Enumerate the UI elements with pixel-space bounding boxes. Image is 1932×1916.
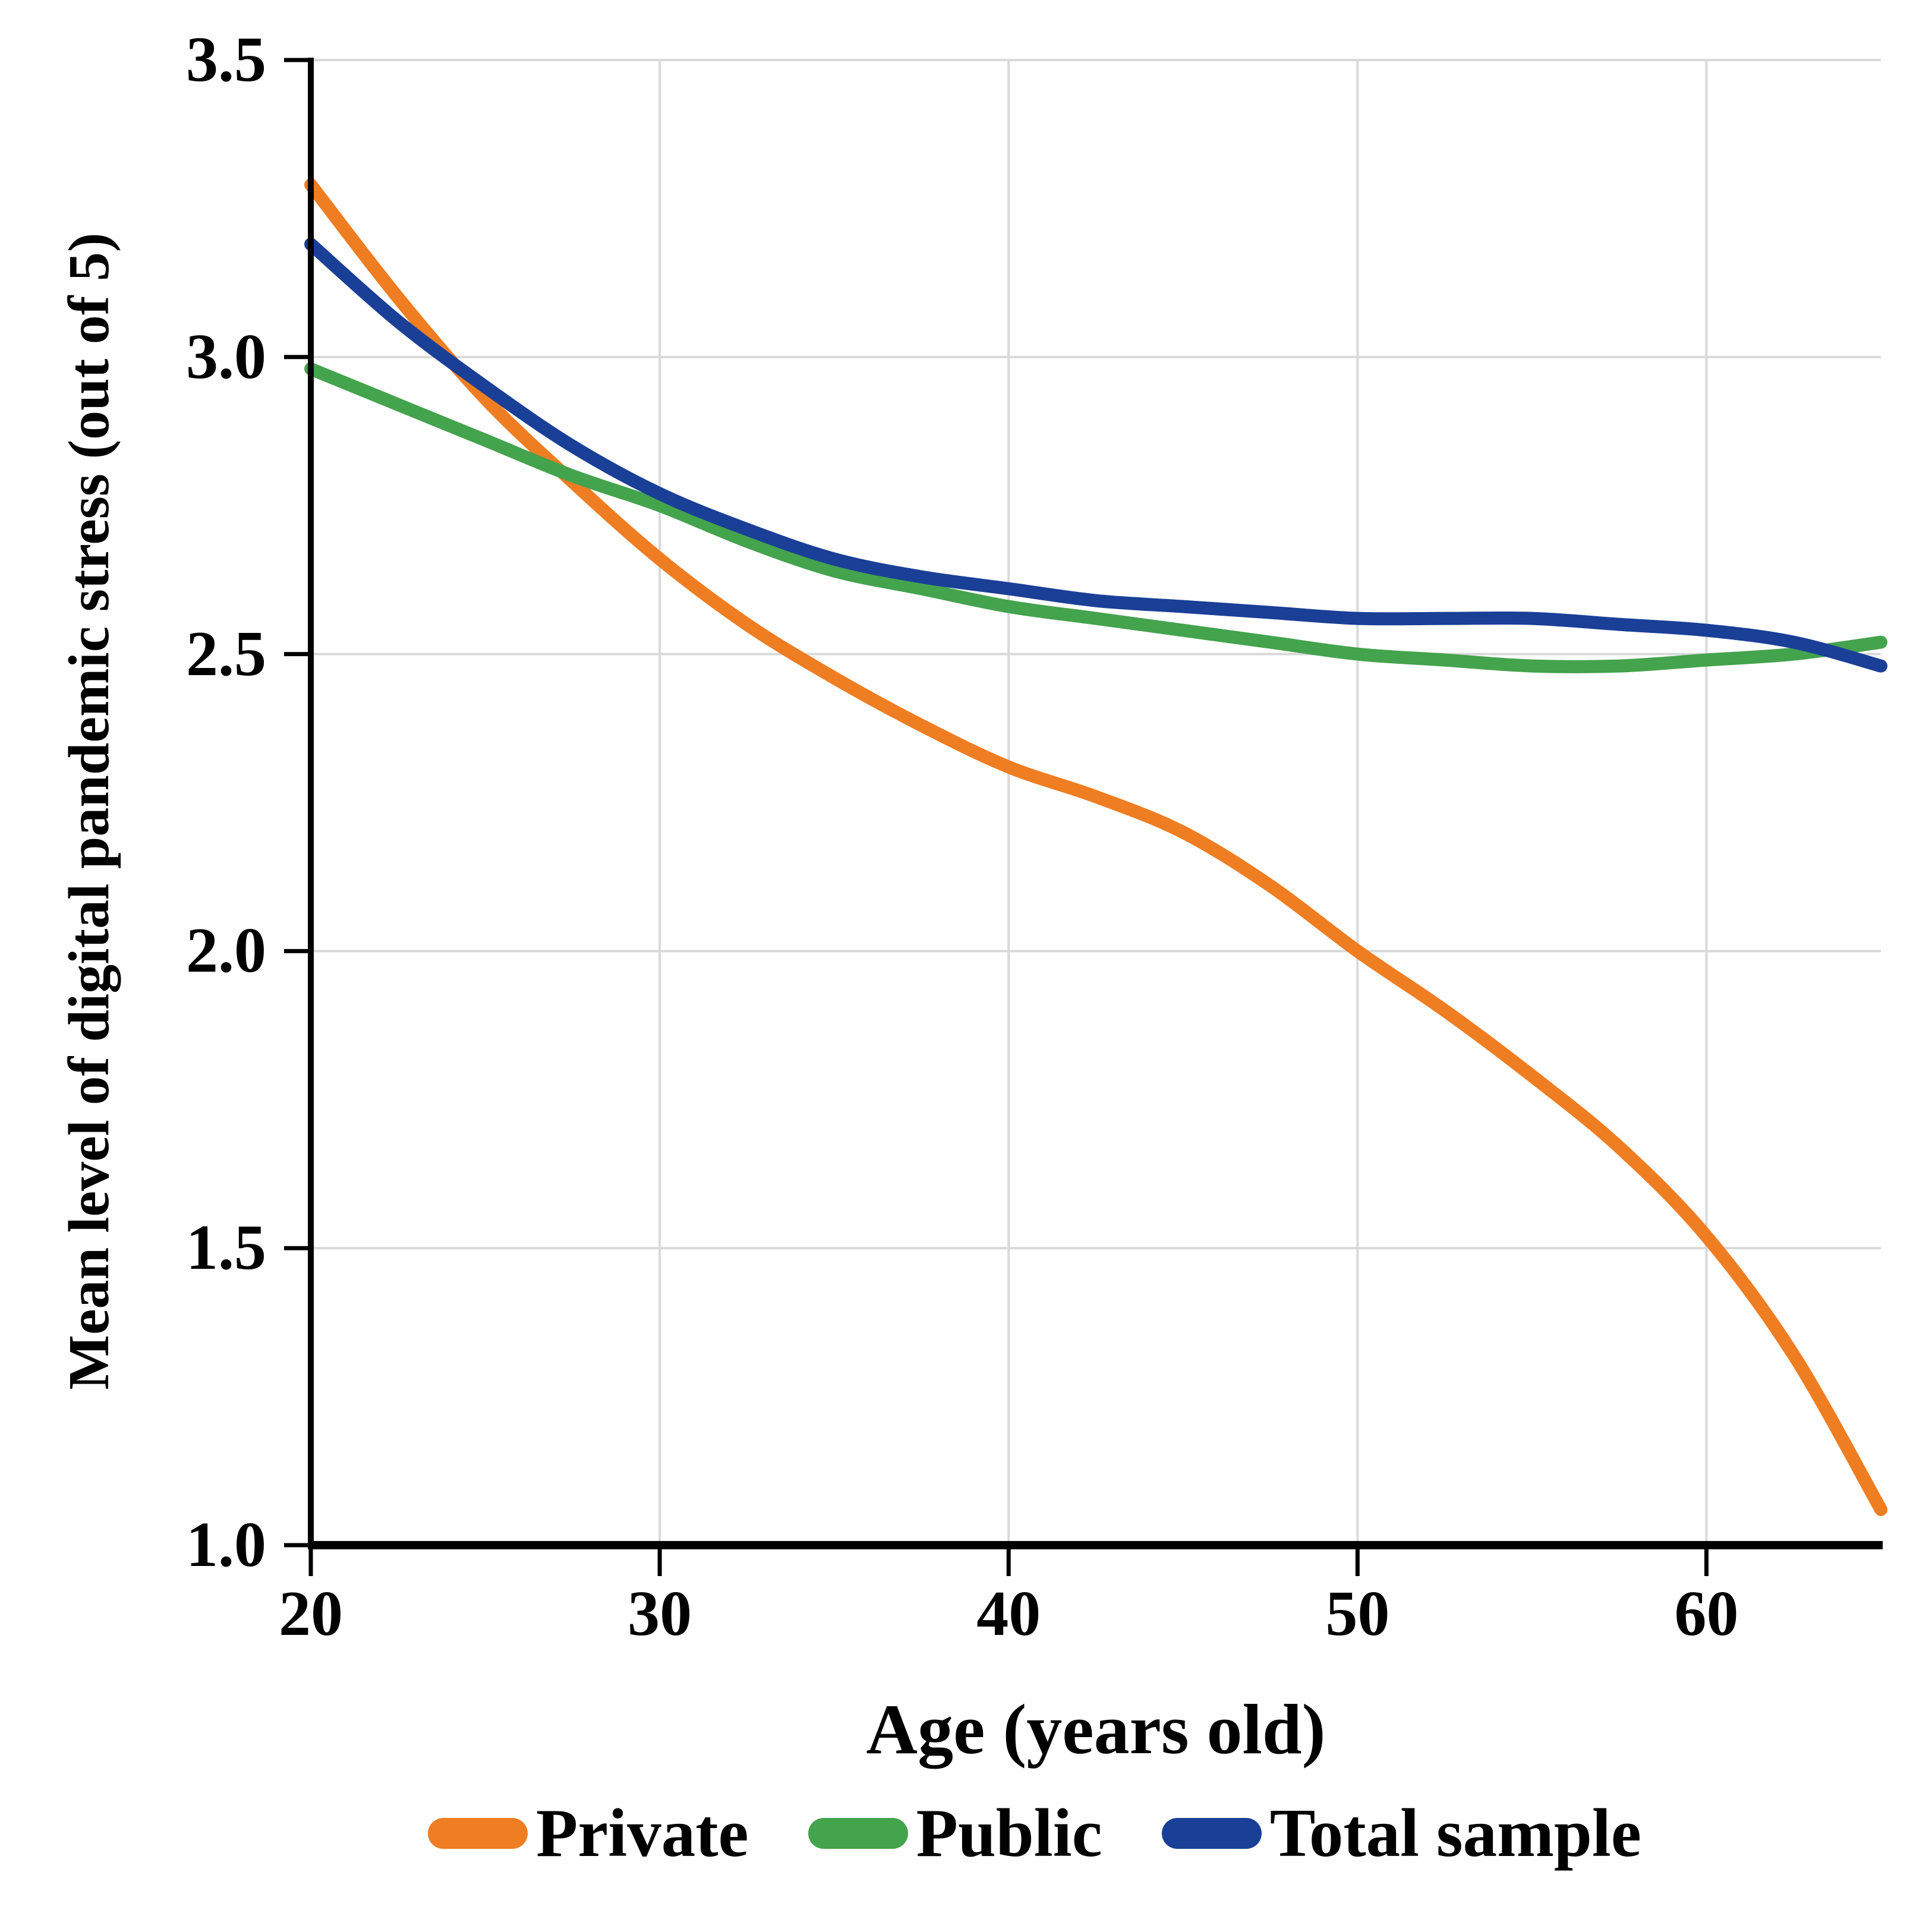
legend-label-public: Public bbox=[916, 1795, 1102, 1871]
series-line-public bbox=[304, 362, 1887, 673]
legend-swatch-total-sample bbox=[1161, 1818, 1262, 1849]
x-tick-label-50: 50 bbox=[1325, 1578, 1390, 1649]
legend-swatch-private bbox=[428, 1818, 528, 1849]
legend-label-private: Private bbox=[536, 1795, 749, 1871]
y-tick-label-3.5: 3.5 bbox=[186, 24, 266, 95]
y-axis-title: Mean level of digital pandemic stress (o… bbox=[57, 232, 121, 1390]
y-tick-label-2.5: 2.5 bbox=[186, 618, 266, 689]
y-tick-label-2.0: 2.0 bbox=[186, 915, 266, 987]
legend-item-public: Public bbox=[808, 1789, 1102, 1878]
x-axis-title: Age (years old) bbox=[866, 1690, 1326, 1769]
legend: Private Public Total sample bbox=[428, 1789, 1641, 1878]
y-tick-label-1.0: 1.0 bbox=[186, 1510, 266, 1580]
y-tick-label-1.5: 1.5 bbox=[186, 1212, 266, 1284]
series-line-total-sample bbox=[304, 237, 1887, 673]
legend-item-private: Private bbox=[428, 1789, 749, 1878]
legend-swatch-public bbox=[808, 1818, 908, 1849]
series-line-private bbox=[304, 178, 1887, 1517]
legend-label-total-sample: Total sample bbox=[1269, 1795, 1641, 1871]
x-tick-label-60: 60 bbox=[1674, 1578, 1739, 1649]
y-tick-label-3.0: 3.0 bbox=[186, 321, 266, 392]
x-tick-label-40: 40 bbox=[976, 1578, 1041, 1649]
legend-item-total-sample: Total sample bbox=[1161, 1789, 1641, 1878]
x-tick-label-30: 30 bbox=[628, 1578, 692, 1649]
x-tick-label-20: 20 bbox=[279, 1578, 343, 1649]
